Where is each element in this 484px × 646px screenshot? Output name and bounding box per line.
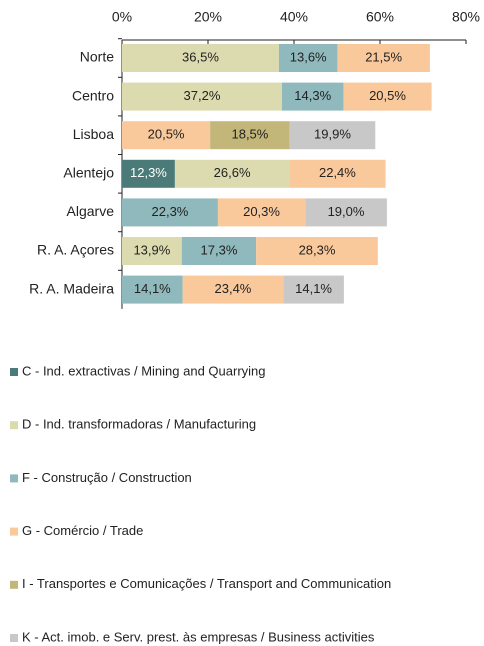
bar-segment	[122, 44, 279, 72]
value-label: 13,9%	[133, 242, 170, 257]
value-label: 21,5%	[365, 49, 402, 64]
legend-swatch	[10, 474, 18, 483]
y-tick-label: Alentejo	[63, 165, 114, 181]
legend-swatch	[10, 421, 18, 430]
value-label: 20,5%	[148, 127, 185, 142]
value-label: 18,5%	[231, 127, 268, 142]
bar-segment	[289, 159, 386, 188]
value-label: 22,4%	[319, 165, 356, 180]
value-label: 20,5%	[369, 88, 406, 103]
bar-segment	[182, 275, 284, 304]
legend-swatch	[10, 634, 18, 642]
y-tick-label: Algarve	[67, 203, 115, 219]
y-tick-label: Norte	[80, 49, 114, 65]
x-tick-label: 60%	[366, 9, 394, 25]
bar-segment	[343, 82, 432, 111]
value-label: 22,3%	[152, 204, 189, 219]
value-label: 14,1%	[134, 281, 171, 296]
value-label: 14,3%	[294, 88, 331, 103]
value-label: 12,3%	[130, 165, 167, 180]
legend-label: G - Comércio / Trade	[22, 523, 143, 538]
bar-segment	[122, 121, 211, 150]
bar-segment	[281, 82, 344, 111]
value-label: 17,3%	[201, 242, 238, 257]
x-tick-label: 0%	[112, 9, 132, 25]
y-tick-label: Centro	[72, 87, 114, 103]
legend-swatch	[10, 580, 18, 589]
bar-segment	[337, 44, 430, 72]
legend-label: D - Ind. transformadoras / Manufacturing	[22, 417, 256, 432]
value-label: 36,5%	[182, 49, 219, 64]
value-label: 19,9%	[314, 127, 351, 142]
bar-segment	[217, 198, 306, 227]
x-tick-label: 80%	[452, 9, 480, 25]
value-label: 20,3%	[243, 204, 280, 219]
bar-segment	[305, 198, 387, 227]
bar-segment	[283, 275, 344, 304]
legend-label: F - Construção / Construction	[22, 470, 192, 485]
value-label: 37,2%	[184, 88, 221, 103]
bar-segment	[122, 275, 183, 304]
bar-segment	[122, 82, 282, 111]
value-label: 19,0%	[328, 204, 365, 219]
bar-segment	[210, 121, 290, 150]
bar-segment	[278, 44, 338, 72]
x-tick-label: 20%	[194, 9, 222, 25]
value-label: 23,4%	[215, 281, 252, 296]
value-label: 28,3%	[299, 242, 336, 257]
value-label: 14,1%	[295, 281, 332, 296]
legend-swatch	[10, 368, 18, 376]
bar-segment	[122, 159, 175, 188]
legend-swatch	[10, 527, 18, 536]
legend-label: K - Act. imob. e Serv. prest. às empresa…	[22, 629, 375, 644]
value-label: 13,6%	[290, 49, 327, 64]
y-tick-label: R. A. Madeira	[29, 280, 114, 296]
bar-segment	[122, 198, 218, 227]
value-label: 26,6%	[214, 165, 251, 180]
bar-segment	[289, 121, 376, 150]
y-tick-label: R. A. Açores	[37, 242, 114, 258]
bar-segment	[174, 159, 290, 188]
x-tick-label: 40%	[280, 9, 308, 25]
legend-label: I - Transportes e Comunicações / Transpo…	[22, 576, 391, 591]
y-tick-label: Lisboa	[73, 126, 114, 142]
bar-segment	[256, 237, 378, 265]
legend-label: C - Ind. extractivas / Mining and Quarry…	[22, 363, 266, 378]
bar-segment	[122, 237, 182, 265]
bar-segment	[181, 237, 257, 265]
